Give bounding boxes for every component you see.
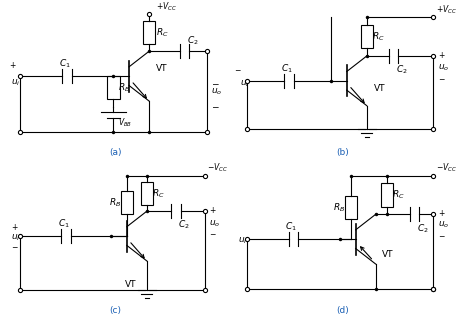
Text: $R_C$: $R_C$ [393, 189, 405, 201]
Text: $u_o$: $u_o$ [211, 86, 223, 97]
Text: $u_i$: $u_i$ [11, 232, 21, 243]
Text: −: − [438, 232, 444, 241]
Text: +: + [438, 209, 444, 218]
Text: $C_1$: $C_1$ [281, 62, 293, 75]
Text: VT: VT [373, 84, 385, 93]
Text: $R_C$: $R_C$ [372, 30, 385, 43]
Text: −: − [209, 231, 215, 240]
Text: +: + [209, 206, 215, 215]
Text: −: − [211, 79, 219, 88]
Text: $C_2$: $C_2$ [178, 219, 190, 231]
Text: +: + [9, 61, 16, 70]
Text: (c): (c) [109, 306, 122, 315]
Text: $R_B$: $R_B$ [109, 196, 121, 209]
Bar [143, 21, 155, 44]
Bar [360, 25, 373, 48]
Text: $C_2$: $C_2$ [187, 34, 198, 47]
Text: VT: VT [125, 280, 136, 289]
Text: (b): (b) [336, 148, 349, 157]
Text: $u_i$: $u_i$ [240, 78, 250, 89]
Text: $R_B$: $R_B$ [333, 201, 346, 214]
Text: $+V_{CC}$: $+V_{CC}$ [156, 0, 177, 12]
Text: $C_1$: $C_1$ [59, 58, 71, 70]
Text: $u_o$: $u_o$ [438, 63, 449, 74]
Text: +: + [438, 51, 444, 60]
Text: $V_{BB}$: $V_{BB}$ [118, 116, 132, 129]
Text: −: − [438, 76, 444, 84]
Text: $u_i$: $u_i$ [238, 235, 247, 246]
Text: $R_C$: $R_C$ [156, 27, 169, 39]
Text: +: + [11, 223, 17, 232]
Text: VT: VT [156, 64, 167, 73]
Text: (d): (d) [336, 306, 349, 315]
Text: −: − [211, 103, 219, 112]
Text: $C_1$: $C_1$ [58, 217, 69, 230]
Text: VT: VT [382, 250, 394, 259]
Bar [120, 191, 133, 214]
Text: −: − [234, 66, 240, 75]
Text: $R_C$: $R_C$ [153, 187, 165, 200]
Bar [381, 183, 393, 207]
Text: $u_o$: $u_o$ [209, 218, 220, 229]
Text: $C_2$: $C_2$ [417, 222, 428, 235]
Bar [141, 182, 153, 205]
Bar [345, 196, 357, 219]
Text: $+V_{CC}$: $+V_{CC}$ [436, 3, 457, 16]
Text: $-V_{CC}$: $-V_{CC}$ [207, 162, 228, 174]
Text: $C_2$: $C_2$ [396, 64, 407, 76]
Text: (a): (a) [109, 148, 122, 157]
Text: $R_B$: $R_B$ [118, 82, 130, 94]
Text: $C_1$: $C_1$ [285, 220, 297, 233]
Text: $-V_{CC}$: $-V_{CC}$ [436, 162, 457, 174]
Text: $u_o$: $u_o$ [438, 220, 449, 230]
Text: −: − [11, 243, 17, 252]
Bar [107, 76, 120, 100]
Text: $u_i$: $u_i$ [11, 78, 21, 88]
